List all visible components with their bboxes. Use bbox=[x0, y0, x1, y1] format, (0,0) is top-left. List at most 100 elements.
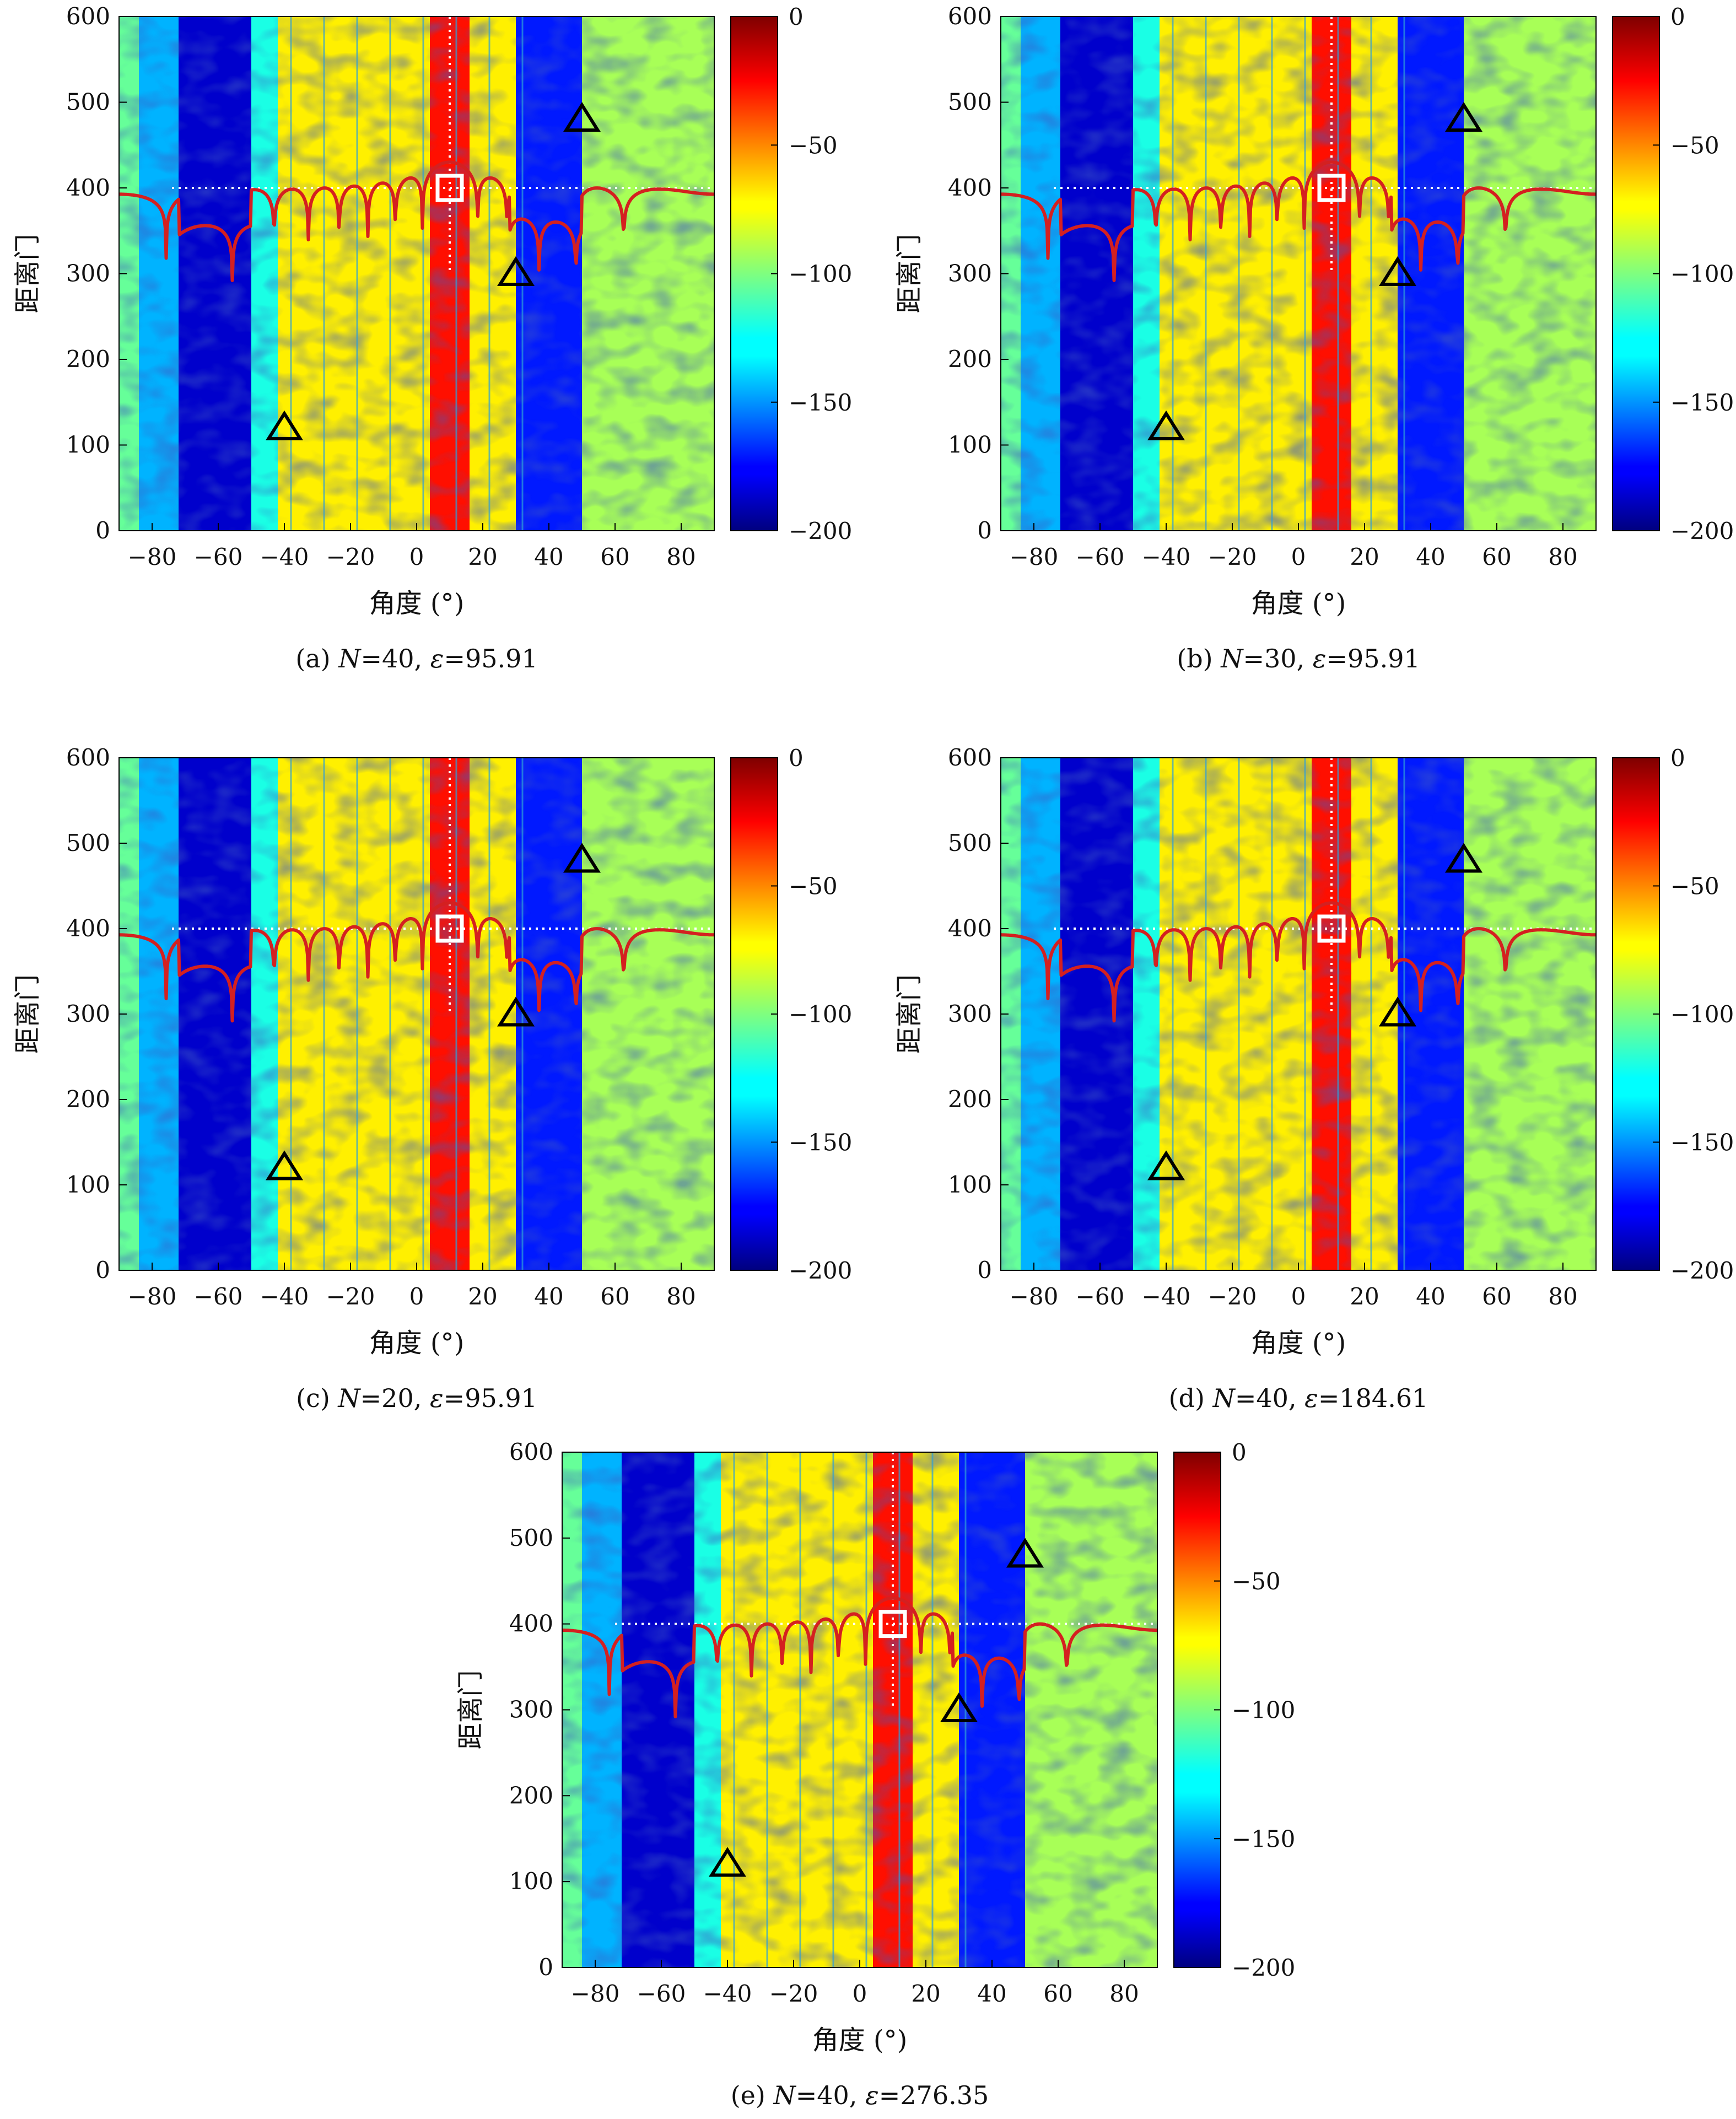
panel-caption: (c) N=20, ε=95.91 bbox=[296, 1383, 537, 1413]
jammer-marker bbox=[1378, 256, 1417, 286]
colorbar-tick-label: −50 bbox=[1670, 132, 1719, 159]
x-tick-label: 60 bbox=[600, 543, 629, 570]
target-marker bbox=[435, 174, 464, 202]
x-axis-label: 角度 (°) bbox=[369, 588, 465, 619]
y-tick-label: 100 bbox=[948, 1171, 992, 1198]
colorbar-tick-label: −100 bbox=[1670, 1001, 1734, 1028]
array-pattern-line bbox=[118, 160, 715, 282]
x-tick-label: 40 bbox=[534, 543, 563, 570]
y-tick-label: 0 bbox=[95, 517, 110, 544]
colorbar-tick-label: 0 bbox=[1670, 745, 1685, 772]
caption-part: (a) bbox=[295, 644, 338, 673]
caption-part: N bbox=[1212, 1383, 1236, 1413]
colorbar-tick-label: 0 bbox=[1232, 1439, 1247, 1466]
caption-part: =95.91 bbox=[444, 644, 537, 673]
x-tick-label: 40 bbox=[534, 1283, 563, 1310]
y-tick-label: 300 bbox=[66, 1000, 110, 1027]
jammer-marker bbox=[563, 843, 601, 873]
heatmap bbox=[119, 758, 715, 1270]
y-tick-label: 600 bbox=[948, 3, 992, 30]
chart-panel: −80 −60 −40 −20 0 20 40 60 800100200300400500600… bbox=[12, 744, 852, 1413]
y-tick-label: 300 bbox=[66, 260, 110, 287]
colorbar-tick-label: −200 bbox=[1670, 517, 1734, 544]
caption-part: (d) bbox=[1169, 1383, 1213, 1413]
colorbar bbox=[730, 16, 778, 531]
x-tick-label: 20 bbox=[1350, 543, 1379, 570]
y-tick-label: 100 bbox=[509, 1868, 553, 1895]
chart-panel: −80 −60 −40 −20 0 20 40 60 800100200300400500600… bbox=[455, 1438, 1295, 2110]
colorbar-tick-label: −150 bbox=[1232, 1825, 1295, 1852]
y-tick-label: 300 bbox=[509, 1696, 553, 1723]
caption-part: ε bbox=[1304, 1383, 1318, 1413]
caption-part: ε bbox=[1313, 644, 1327, 673]
x-tick-label: −80 bbox=[128, 543, 177, 570]
caption-part: N bbox=[338, 644, 362, 673]
panel-caption: (a) N=40, ε=95.91 bbox=[295, 644, 537, 673]
x-axis-label: 角度 (°) bbox=[369, 1328, 465, 1358]
colorbar-tick-label: −200 bbox=[1232, 1954, 1295, 1981]
array-pattern-line bbox=[118, 901, 715, 1023]
jammer-marker bbox=[497, 256, 535, 286]
x-tick-label: −80 bbox=[571, 1980, 620, 2007]
target-marker bbox=[878, 1610, 907, 1638]
jammer-marker bbox=[940, 1692, 978, 1722]
y-tick-label: 200 bbox=[948, 346, 992, 373]
y-tick-label: 500 bbox=[509, 1524, 553, 1551]
x-tick-label: −60 bbox=[1076, 543, 1125, 570]
colorbar bbox=[1173, 1452, 1221, 1968]
x-axis-label: 角度 (°) bbox=[812, 2025, 908, 2056]
jammer-marker bbox=[563, 101, 601, 132]
x-tick-label: −20 bbox=[1208, 543, 1257, 570]
x-tick-label: 20 bbox=[1350, 1283, 1379, 1310]
colorbar-tick-label: −200 bbox=[1670, 1257, 1734, 1284]
x-tick-label: 40 bbox=[977, 1980, 1006, 2007]
caption-part: (c) bbox=[296, 1383, 338, 1413]
caption-part: ε bbox=[430, 644, 444, 673]
x-tick-label: −60 bbox=[1076, 1283, 1125, 1310]
x-tick-label: −20 bbox=[326, 1283, 375, 1310]
x-tick-label: −20 bbox=[1208, 1283, 1257, 1310]
y-tick-label: 0 bbox=[977, 1257, 992, 1284]
jammer-marker bbox=[265, 410, 304, 440]
y-axis-label: 距离门 bbox=[12, 234, 43, 313]
y-tick-label: 500 bbox=[948, 89, 992, 116]
jammer-marker bbox=[708, 1847, 747, 1877]
x-axis-label: 角度 (°) bbox=[1251, 588, 1346, 619]
colorbar-tick-label: −100 bbox=[1670, 261, 1734, 288]
x-tick-label: −60 bbox=[637, 1980, 686, 2007]
jammer-marker bbox=[1006, 1538, 1044, 1568]
target-marker bbox=[1317, 174, 1346, 202]
x-tick-label: 60 bbox=[1043, 1980, 1072, 2007]
y-axis-label: 距离门 bbox=[455, 1670, 486, 1749]
panel-caption: (d) N=40, ε=184.61 bbox=[1169, 1383, 1428, 1413]
heatmap bbox=[1001, 758, 1597, 1270]
x-tick-label: −40 bbox=[260, 543, 309, 570]
colorbar-tick-label: −150 bbox=[1670, 389, 1734, 416]
heatmap-texture bbox=[119, 17, 714, 531]
x-tick-label: 40 bbox=[1416, 543, 1445, 570]
colorbar-tick-label: 0 bbox=[789, 745, 804, 772]
colorbar-tick-label: −100 bbox=[789, 1001, 852, 1028]
colorbar bbox=[1612, 757, 1660, 1271]
panel-caption: (b) N=30, ε=95.91 bbox=[1177, 644, 1420, 673]
caption-part: N bbox=[337, 1383, 361, 1413]
y-tick-label: 600 bbox=[948, 744, 992, 771]
x-tick-label: −80 bbox=[1010, 1283, 1059, 1310]
y-tick-label: 600 bbox=[66, 3, 110, 30]
colorbar-tick-label: −200 bbox=[789, 517, 852, 544]
chart-panel: −80 −60 −40 −20 0 20 40 60 800100200300400500600… bbox=[894, 744, 1734, 1413]
jammer-marker bbox=[497, 996, 535, 1027]
colorbar-tick-label: −100 bbox=[1232, 1697, 1295, 1724]
y-tick-label: 300 bbox=[948, 260, 992, 287]
y-tick-label: 400 bbox=[948, 915, 992, 942]
target-marker bbox=[435, 914, 464, 943]
y-tick-label: 100 bbox=[948, 432, 992, 459]
jammer-marker bbox=[1147, 410, 1185, 440]
x-tick-label: 20 bbox=[911, 1980, 940, 2007]
y-axis-label: 距离门 bbox=[894, 234, 925, 313]
y-tick-label: 500 bbox=[948, 829, 992, 856]
colorbar bbox=[1612, 16, 1660, 531]
jammer-marker bbox=[1444, 101, 1483, 132]
x-tick-label: −40 bbox=[1142, 543, 1191, 570]
colorbar-tick-label: 0 bbox=[789, 3, 804, 30]
